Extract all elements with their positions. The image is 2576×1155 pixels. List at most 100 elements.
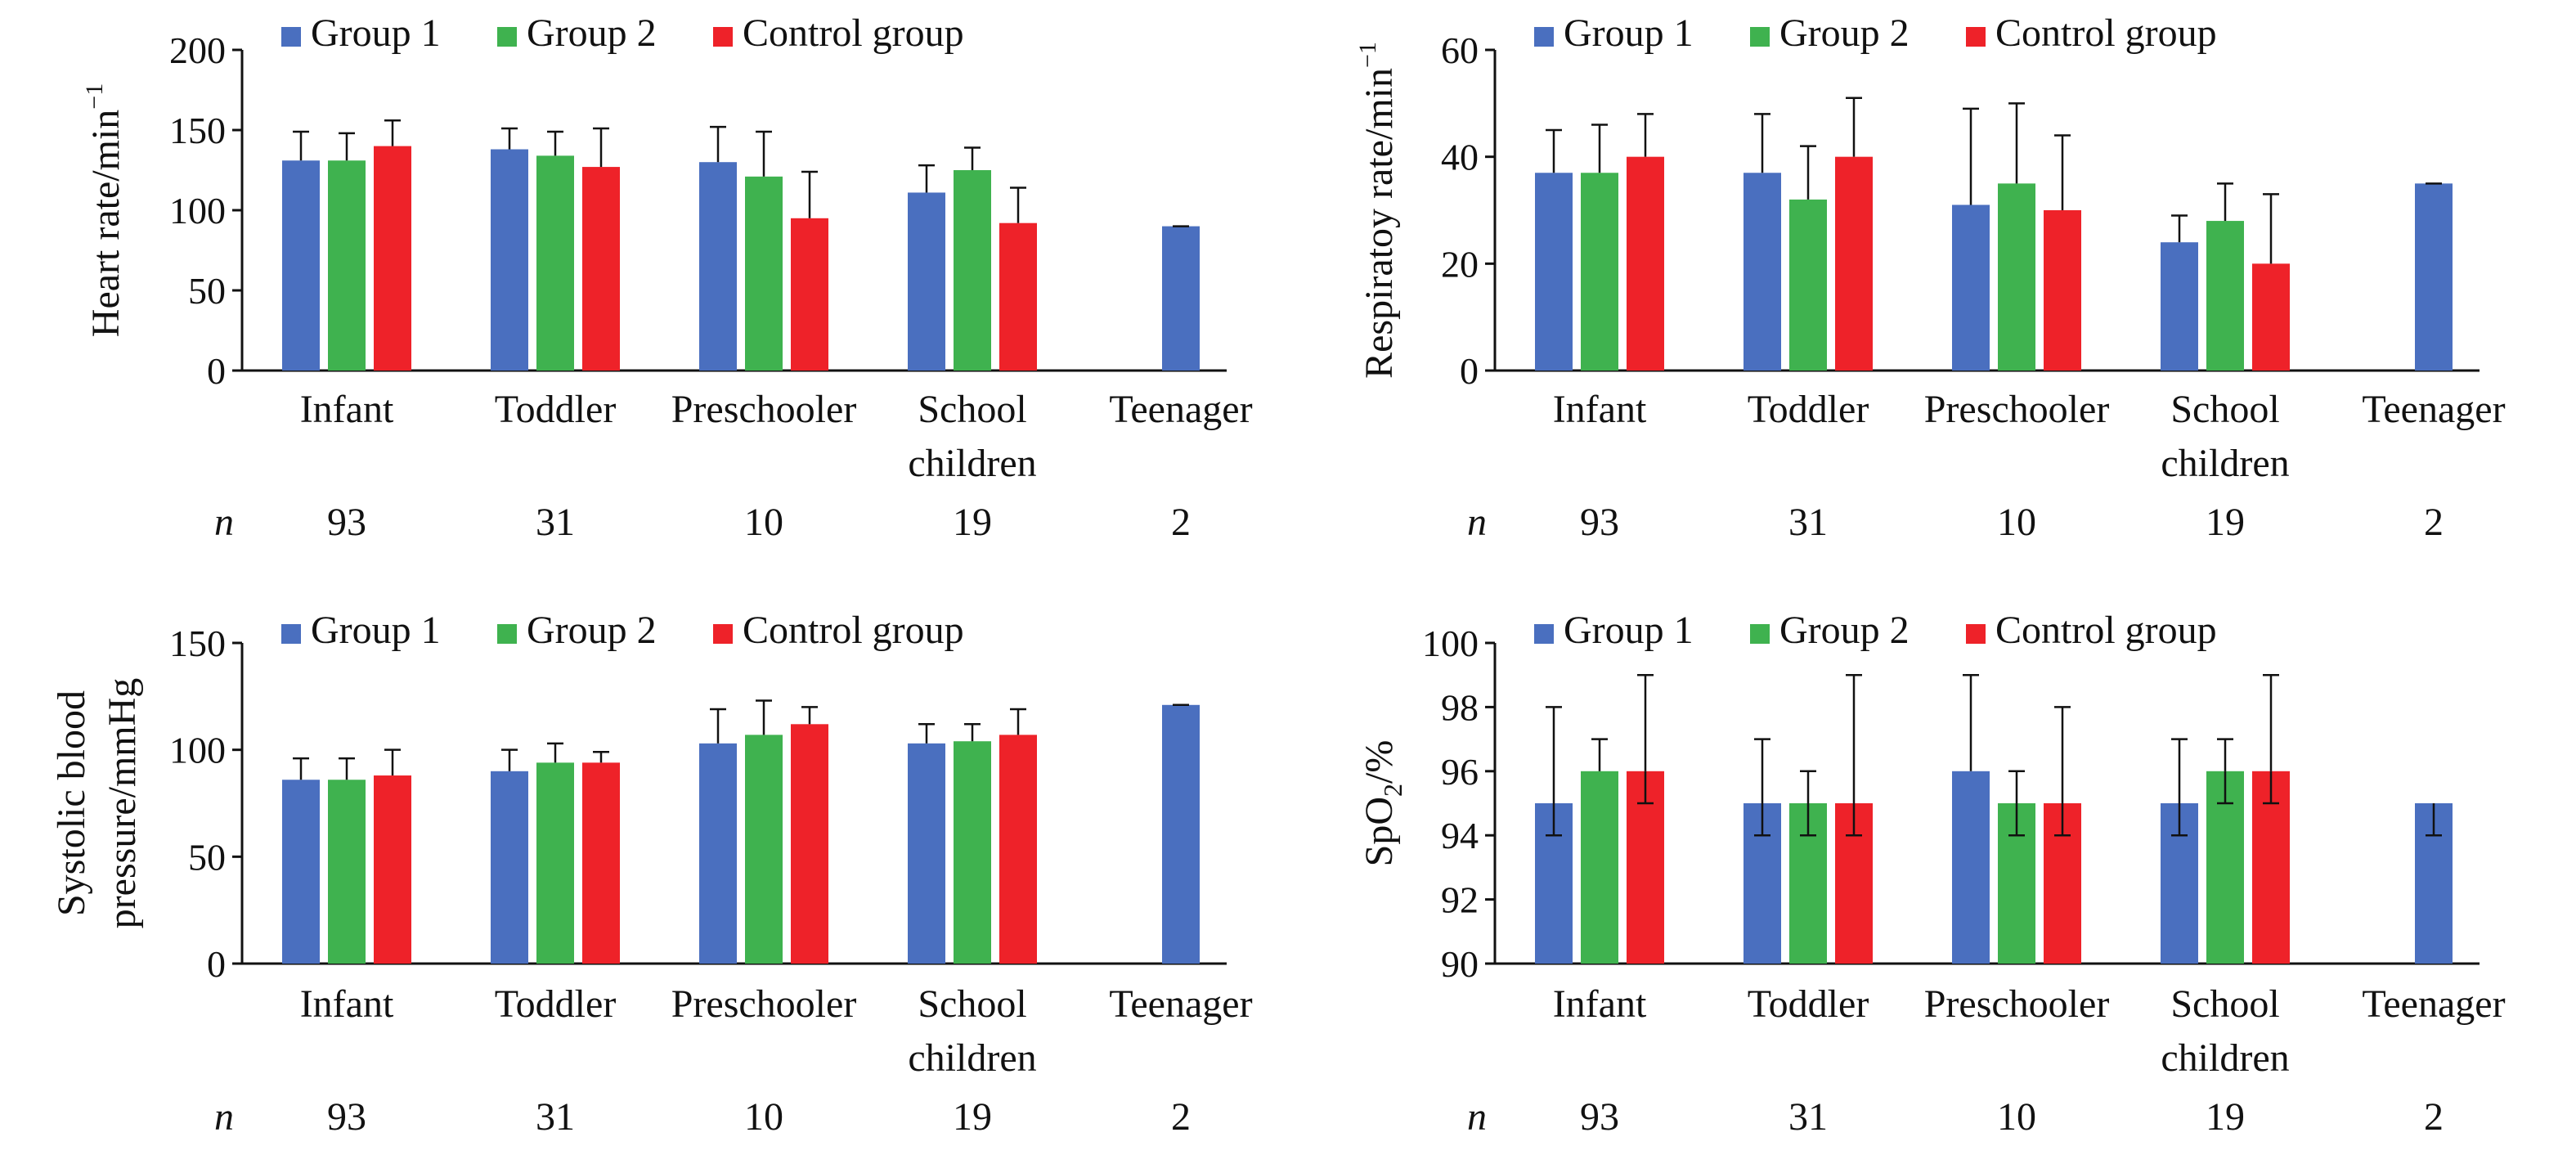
bar-1-4 [908, 743, 945, 964]
legend-label-1: Group 1 [1564, 11, 1694, 55]
legend-label-3: Control group [1995, 609, 2217, 652]
y-axis-label: Heart rate/min−1 [81, 83, 128, 337]
y-tick-label: 50 [188, 270, 226, 312]
bar-1-3 [699, 162, 737, 371]
bar-3-3 [791, 218, 828, 371]
category-label: Preschooler [1924, 982, 2110, 1026]
legend-label-2: Group 2 [1779, 11, 1910, 55]
bar-1-4 [2161, 242, 2198, 371]
y-axis-label-suffix: /% [1358, 740, 1401, 784]
bar-2-3 [745, 735, 783, 964]
y-axis-label-main: Heart rate/min [84, 110, 128, 338]
n-value: 93 [327, 501, 366, 544]
n-value: 93 [1580, 1095, 1619, 1139]
bar-3-2 [1835, 156, 1873, 371]
legend-swatch-1 [1534, 27, 1554, 47]
legend-label-1: Group 1 [311, 609, 441, 652]
legend-swatch-3 [713, 624, 733, 644]
legend-swatch-2 [497, 27, 517, 47]
category-label: Teenager [1109, 388, 1252, 431]
n-value: 2 [2424, 501, 2444, 544]
n-value: 19 [2206, 501, 2245, 544]
y-tick-label: 150 [169, 110, 226, 151]
chart-panel-3: 0 50 100 150 Systolic blood pressure/mmHg Grou… [50, 609, 1253, 1139]
y-axis-label-main: SpO [1358, 797, 1401, 866]
y-axis-label-superscript: −1 [81, 83, 108, 110]
bar-2-1 [1581, 771, 1618, 964]
y-tick-label: 98 [1441, 686, 1479, 728]
legend-label-2: Group 2 [527, 609, 657, 652]
y-axis-label: SpO2/% [1358, 740, 1407, 867]
category-label: Toddler [1748, 388, 1869, 431]
legend-label-3: Control group [743, 11, 964, 55]
category-label: Infant [1553, 982, 1647, 1026]
category-label: Infant [1553, 388, 1647, 431]
n-label: n [214, 1095, 234, 1139]
bar-2-1 [1581, 173, 1618, 371]
legend-swatch-2 [1750, 624, 1770, 644]
y-tick-label: 40 [1441, 137, 1479, 178]
y-tick-label: 150 [169, 622, 226, 664]
legend-swatch-1 [281, 624, 301, 644]
y-tick-label: 0 [1460, 350, 1479, 392]
legend-label-1: Group 1 [1564, 609, 1694, 652]
legend-label-1: Group 1 [311, 11, 441, 55]
category-label: Preschooler [671, 982, 857, 1026]
bar-2-2 [1789, 199, 1827, 371]
bar-3-1 [374, 146, 411, 371]
n-value: 10 [1997, 1095, 2036, 1139]
category-label: School [918, 388, 1026, 431]
y-axis-label-subscript: 2 [1378, 784, 1407, 797]
bar-2-2 [536, 762, 574, 964]
bar-3-2 [582, 167, 620, 371]
category-label: School [2170, 982, 2279, 1026]
bar-3-3 [791, 724, 828, 964]
bar-1-5 [1162, 226, 1200, 371]
category-label: Toddler [1748, 982, 1869, 1026]
y-tick-label: 20 [1441, 243, 1479, 285]
bar-1-1 [282, 160, 320, 371]
category-label-line2: children [2161, 1036, 2289, 1080]
category-label: Preschooler [671, 388, 857, 431]
category-label: Preschooler [1924, 388, 2110, 431]
bar-1-5 [1162, 704, 1200, 964]
category-label: Infant [300, 388, 394, 431]
y-tick-label: 92 [1441, 879, 1479, 921]
bar-1-4 [908, 192, 945, 371]
legend-label-3: Control group [743, 609, 964, 652]
y-axis-label: Systolic blood pressure/mmHg [50, 678, 144, 929]
bar-3-2 [582, 762, 620, 964]
n-value: 2 [2424, 1095, 2444, 1139]
n-label: n [1467, 1095, 1487, 1139]
n-value: 19 [2206, 1095, 2245, 1139]
bar-2-1 [328, 160, 366, 371]
y-axis-label: Respiratoy rate/min−1 [1354, 42, 1401, 379]
category-label: Teenager [2362, 982, 2505, 1026]
n-value: 31 [536, 501, 575, 544]
legend-swatch-1 [1534, 624, 1554, 644]
legend-swatch-3 [713, 27, 733, 47]
y-axis-label-line1: Systolic blood [50, 690, 93, 916]
chart-panel-1: 0 50 100 150 200 Heart rate/min−1 Group 1 Group… [81, 11, 1253, 544]
n-value: 19 [953, 1095, 992, 1139]
legend-swatch-3 [1966, 624, 1986, 644]
bar-2-3 [745, 176, 783, 371]
bar-1-3 [1952, 204, 1990, 371]
category-label-line2: children [908, 442, 1036, 485]
bar-2-1 [328, 780, 366, 964]
n-value: 10 [744, 1095, 783, 1139]
n-value: 2 [1171, 501, 1191, 544]
category-label: School [2170, 388, 2279, 431]
legend-swatch-2 [1750, 27, 1770, 47]
y-tick-label: 60 [1441, 29, 1479, 71]
y-axis-label-superscript: −1 [1354, 42, 1381, 68]
bar-1-3 [699, 743, 737, 964]
legend-swatch-3 [1966, 27, 1986, 47]
category-label: Teenager [1109, 982, 1252, 1026]
y-tick-label: 200 [169, 29, 226, 71]
y-axis-label-line2: pressure/mmHg [101, 678, 144, 929]
bar-2-2 [536, 155, 574, 371]
bar-2-4 [2206, 221, 2244, 371]
